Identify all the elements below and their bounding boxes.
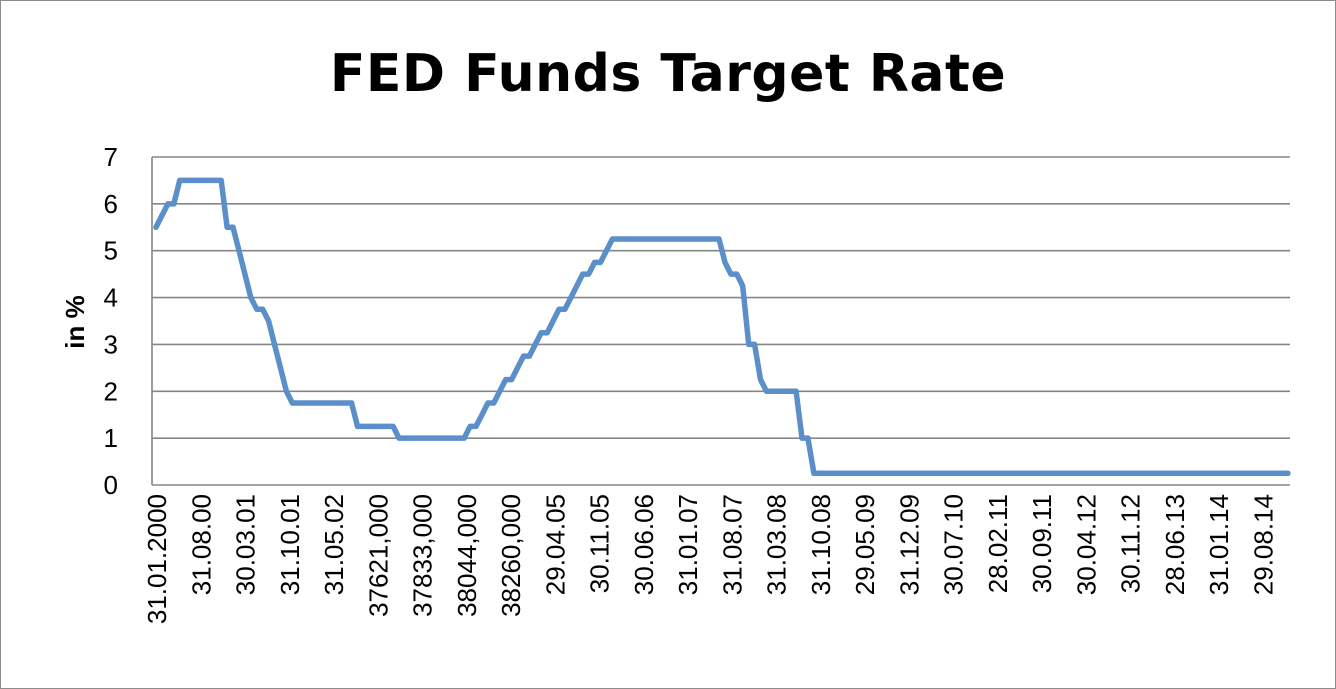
x-tick-labels: 31.01.2000 31.08.00 30.03.01 31.10.01 31.05.… [142,494,1278,624]
y-tick-label-0: 0 [104,470,118,500]
y-tick-label-6: 6 [104,189,118,219]
y-tick-label-2: 2 [104,376,118,406]
x-tick-label-9: 29.04.05 [540,494,570,595]
x-tick-label-7: 38044,000 [452,494,482,617]
y-tick-labels: 0 1 2 3 4 5 6 7 [104,142,118,500]
axes [151,157,1290,486]
x-tick-label-17: 31.12.09 [894,494,924,595]
x-tick-label-10: 30.11.05 [585,494,615,593]
x-tick-label-1: 31.08.00 [186,494,216,595]
x-tick-label-6: 37833,000 [408,494,438,617]
x-tick-label-24: 31.01.14 [1204,494,1234,595]
x-tick-label-13: 31.08.07 [717,494,747,595]
x-tick-label-19: 28.02.11 [983,494,1013,593]
x-tick-label-25: 29.08.14 [1248,494,1278,595]
x-tick-label-5: 37621,000 [363,494,393,617]
chart-title: FED Funds Target Rate [329,44,1007,104]
y-tick-label-1: 1 [104,423,118,453]
x-tick-label-12: 31.01.07 [673,494,703,595]
x-tick-label-8: 38260,000 [496,494,526,617]
x-tick-label-14: 31.03.08 [762,494,792,595]
gridlines [152,156,1290,439]
x-tick-label-11: 30.06.06 [629,494,659,595]
x-tick-label-16: 29.05.09 [850,494,880,595]
y-axis-label: in % [60,295,90,348]
x-tick-label-21: 30.04.12 [1071,494,1101,595]
x-tick-label-3: 31.10.01 [275,494,305,595]
x-tick-label-22: 30.11.12 [1116,494,1146,593]
y-tick-label-7: 7 [104,142,118,172]
series-line-0 [153,177,1291,477]
x-tick-label-0: 31.01.2000 [142,494,172,624]
x-tick-label-20: 30.09.11 [1027,494,1057,593]
y-tick-label-5: 5 [104,236,118,266]
x-tick-label-4: 31.05.02 [319,494,349,595]
x-tick-label-2: 30.03.01 [231,494,261,595]
y-tick-label-4: 4 [104,283,118,313]
x-tick-label-18: 30.07.10 [939,494,969,595]
x-tick-label-15: 31.10.08 [806,494,836,595]
series-layer [153,177,1291,477]
y-tick-label-3: 3 [104,329,118,359]
x-tick-label-23: 28.06.13 [1160,494,1190,595]
